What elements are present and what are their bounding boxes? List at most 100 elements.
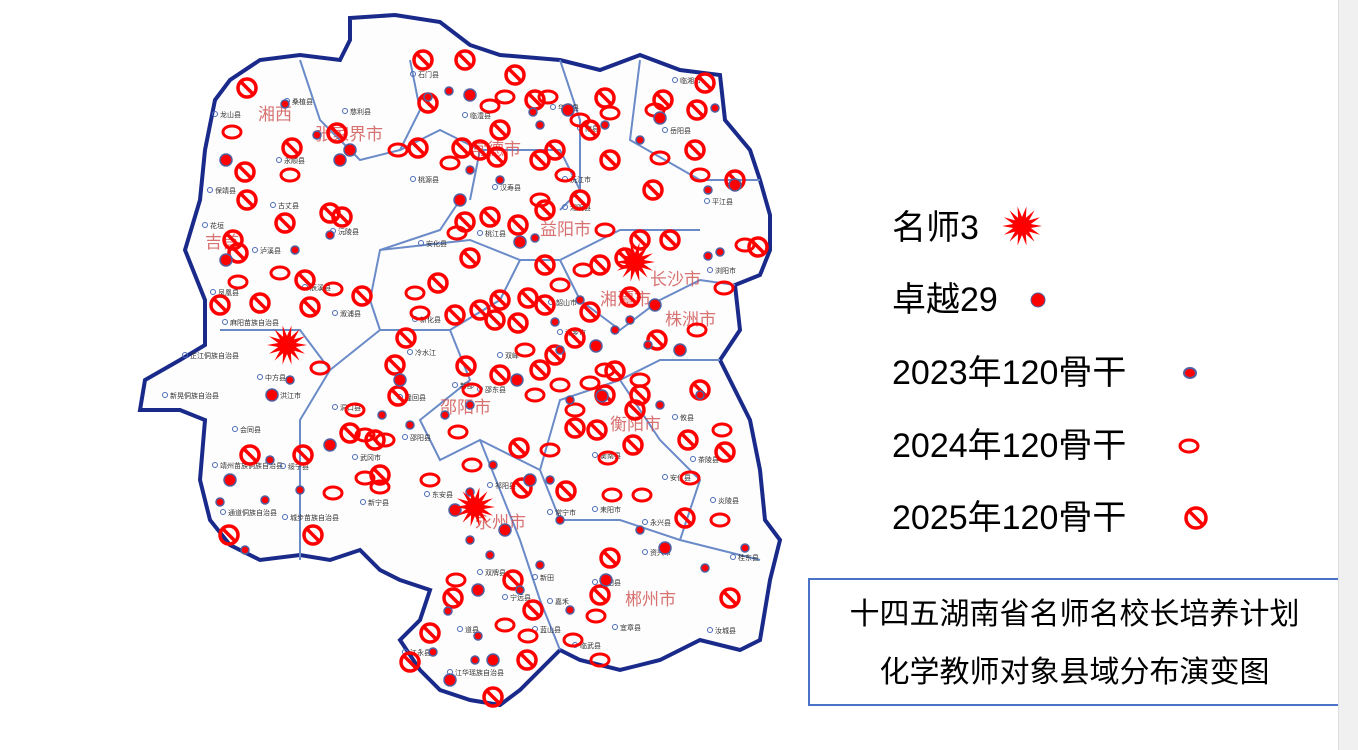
marker-2024	[601, 487, 623, 503]
marker-2024	[585, 608, 607, 624]
city-border	[479, 439, 561, 651]
marker-2025	[294, 269, 316, 291]
marker-2025	[236, 189, 258, 211]
vertical-scrollbar[interactable]	[1338, 0, 1358, 750]
marker-2023	[488, 460, 498, 470]
marker-2025	[684, 139, 706, 161]
county-label: 炎陵县	[718, 496, 739, 505]
marker-2024	[445, 572, 467, 588]
marker-2025	[642, 179, 664, 201]
county-seat-marker	[477, 569, 483, 575]
county-seat-marker	[672, 414, 678, 420]
county-seat-marker	[642, 519, 648, 525]
marker-excellent	[595, 389, 609, 403]
marker-2024	[569, 112, 591, 128]
marker-2025	[629, 229, 651, 251]
marker-2025	[599, 547, 621, 569]
county-seat-marker	[550, 104, 556, 110]
county-label: 会同县	[240, 425, 261, 434]
county-label: 江华瑶族自治县	[455, 668, 504, 677]
marker-2025	[507, 312, 529, 334]
filled-dot-icon	[1030, 292, 1046, 308]
county-seat-marker	[557, 329, 563, 335]
marker-2025	[395, 327, 417, 349]
title-line-2: 化学教师对象县域分布演变图	[879, 655, 1270, 690]
county-label: 桃源县	[418, 175, 439, 184]
marker-2024	[529, 192, 551, 208]
county-label: 芷江侗族自治县	[190, 351, 239, 360]
marker-2023	[443, 606, 453, 616]
marker-excellent	[343, 143, 357, 157]
county-label: 通道侗族自治县	[228, 508, 277, 517]
marker-2025	[508, 437, 530, 459]
county-label: 汝城县	[715, 626, 736, 635]
county-seat-marker	[220, 509, 226, 515]
marker-2025	[281, 137, 303, 159]
county-label: 新宁县	[368, 498, 389, 507]
marker-2024	[514, 342, 536, 358]
marker-2025	[719, 587, 741, 609]
marker-2023	[465, 400, 475, 410]
city-label: 益阳市	[540, 220, 591, 240]
marker-2025	[469, 299, 491, 321]
marker-2024	[409, 305, 431, 321]
marker-2025	[674, 507, 696, 529]
marker-excellent	[653, 111, 667, 125]
county-label: 湘乡市	[565, 328, 586, 337]
marker-2023	[555, 345, 565, 355]
county-label: 邵阳县	[410, 433, 431, 442]
marker-2024	[709, 512, 731, 528]
marker-2025	[482, 686, 504, 708]
county-seat-marker	[207, 187, 213, 193]
county-label: 衡南县	[600, 451, 621, 460]
county-seat-marker	[502, 594, 508, 600]
marker-2024	[549, 377, 571, 393]
marker-2025	[239, 444, 261, 466]
county-label: 古丈县	[278, 201, 299, 210]
county-seat-marker	[257, 374, 263, 380]
marker-2023	[643, 340, 653, 350]
county-seat-marker	[547, 509, 553, 515]
city-label: 湘西	[258, 105, 292, 125]
marker-2023	[240, 545, 250, 555]
county-label: 汉寿县	[500, 183, 521, 192]
county-label: 临武县	[580, 641, 601, 650]
marker-2023	[610, 325, 620, 335]
marker-2025	[227, 242, 249, 264]
marker-2025	[319, 202, 341, 224]
county-label: 南县	[585, 124, 599, 133]
marker-2023	[312, 130, 322, 140]
marker-2025	[569, 189, 591, 211]
marker-2024	[446, 225, 468, 241]
marker-2024	[572, 262, 594, 278]
marker-2025	[714, 441, 736, 463]
marker-2025	[427, 272, 449, 294]
county-seat-marker	[477, 230, 483, 236]
marker-2024	[461, 382, 483, 398]
marker-2023	[528, 107, 538, 117]
county-label: 蓝山县	[540, 625, 561, 634]
marker-excellent	[510, 373, 524, 387]
county-seat-marker	[182, 352, 188, 358]
marker-excellent	[589, 339, 603, 353]
marker-2023	[635, 525, 645, 535]
marker-2024	[227, 274, 249, 290]
county-seat-marker	[352, 454, 358, 460]
marker-2023	[465, 535, 475, 545]
marker-2024	[679, 470, 701, 486]
marker-excellent	[513, 235, 527, 249]
county-label: 平江县	[712, 198, 733, 206]
county-seat-marker	[452, 382, 458, 388]
county-label: 洞口县	[340, 403, 361, 412]
county-label: 临湘市	[680, 76, 701, 85]
marker-2025	[209, 294, 231, 316]
marker-2025	[234, 161, 256, 183]
county-seat-marker	[592, 579, 598, 585]
marker-2023	[465, 165, 475, 175]
legend-item-excellent: 卓越29	[892, 272, 1046, 321]
marker-2024	[494, 89, 516, 105]
marker-2024	[269, 265, 291, 281]
marker-excellent	[453, 193, 467, 207]
marker-2024	[387, 142, 409, 158]
county-label: 宜章县	[620, 623, 641, 632]
